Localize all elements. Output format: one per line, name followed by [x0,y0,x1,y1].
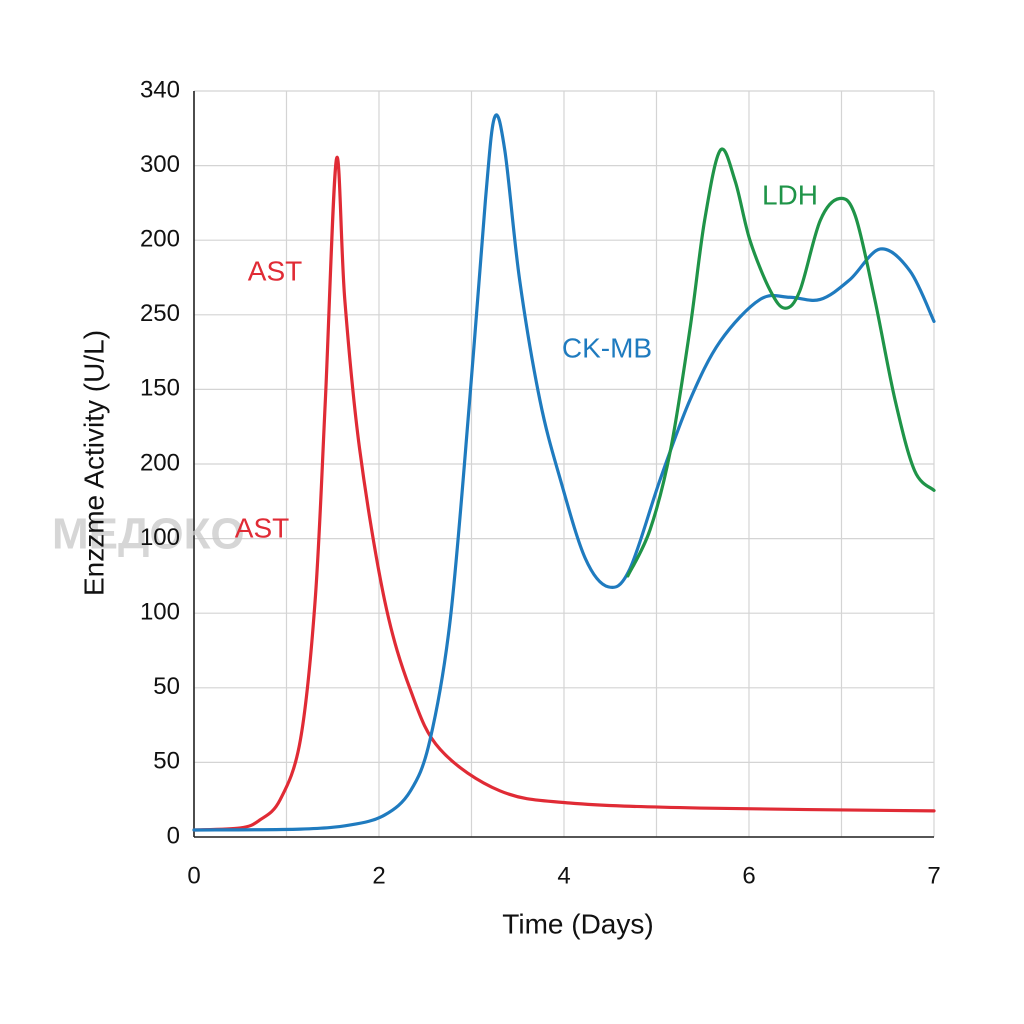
x-tick-label: 4 [557,862,570,889]
y-tick-label: 340 [140,76,180,103]
series-label: LDH [762,179,818,210]
y-tick-label: 50 [153,748,180,775]
series-line [192,113,936,832]
series-line [192,155,936,832]
series-line [626,147,936,578]
y-tick-label: 150 [140,375,180,402]
x-tick-label: 0 [187,862,200,889]
series-label: CK-MB [562,332,652,363]
x-tick-label: 2 [372,862,385,889]
annotation: AST [235,512,289,543]
x-tick-label: 6 [742,862,755,889]
y-tick-label: 0 [167,822,180,849]
series-label: AST [248,255,302,286]
y-tick-label: 50 [153,673,180,700]
y-tick-label: 250 [140,300,180,327]
x-tick-label: 7 [927,862,940,889]
watermark: МЕДОКО [52,510,245,559]
y-tick-label: 100 [140,599,180,626]
y-tick-label: 200 [140,226,180,253]
y-tick-label: 200 [140,449,180,476]
y-axis-label: Enzzme Activity (U/L) [78,330,109,596]
x-axis-label: Time (Days) [502,908,653,939]
y-tick-label: 100 [140,524,180,551]
y-tick-label: 300 [140,151,180,178]
